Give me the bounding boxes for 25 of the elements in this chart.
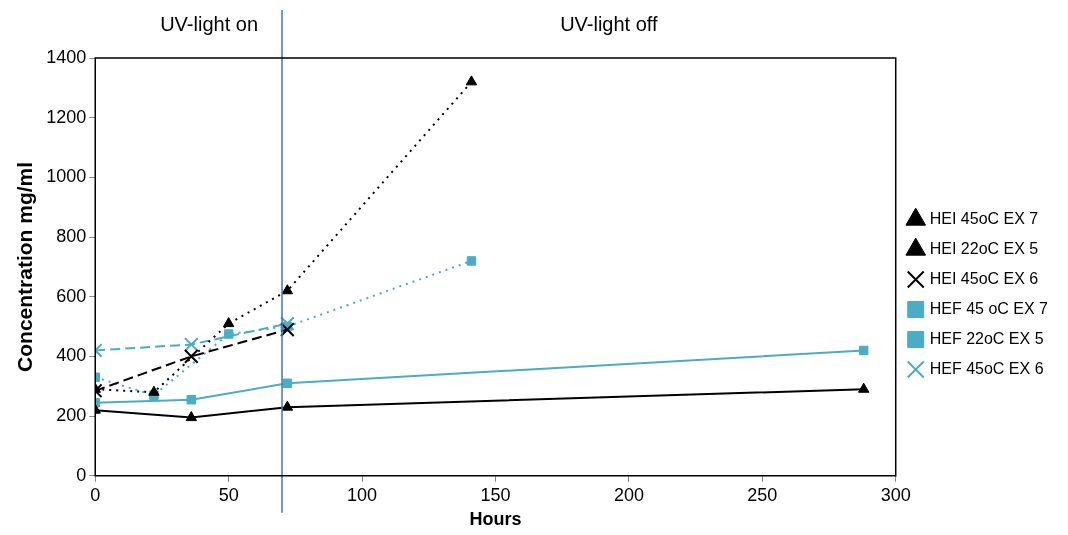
- legend-label: HEF 45oC EX 6: [929, 359, 1044, 377]
- x-axis-title: Hours: [469, 509, 522, 530]
- y-tick-label: 1000: [46, 166, 87, 187]
- y-tick-label: 200: [56, 405, 87, 426]
- y-tick-label: 800: [56, 226, 87, 247]
- x-tick-label: 0: [90, 484, 101, 505]
- legend-label: HEI 22oC EX 5: [929, 239, 1039, 257]
- legend-label: HEI 45oC EX 6: [929, 269, 1039, 287]
- y-tick-label: 600: [56, 285, 87, 306]
- text: UV-light off: [560, 12, 659, 35]
- x-tick-label: 150: [480, 484, 511, 505]
- y-tick-label: 400: [56, 345, 87, 366]
- y-axis-title: Concentration mg/ml: [13, 161, 37, 372]
- y-tick-label: 0: [76, 464, 87, 485]
- text: UV-light on: [160, 12, 259, 35]
- y-tick-label: 1400: [46, 46, 87, 67]
- x-tick-label: 300: [880, 484, 911, 505]
- y-tick-label: 1200: [46, 106, 87, 127]
- legend-label: HEI 45oC EX 7: [929, 209, 1039, 227]
- legend-label: HEF 22oC EX 5: [929, 329, 1044, 347]
- x-tick-label: 100: [347, 484, 378, 505]
- x-tick-label: 50: [218, 484, 239, 505]
- x-tick-label: 200: [613, 484, 644, 505]
- legend-label: HEF 45 oC EX 7: [929, 299, 1049, 317]
- x-tick-label: 250: [747, 484, 778, 505]
